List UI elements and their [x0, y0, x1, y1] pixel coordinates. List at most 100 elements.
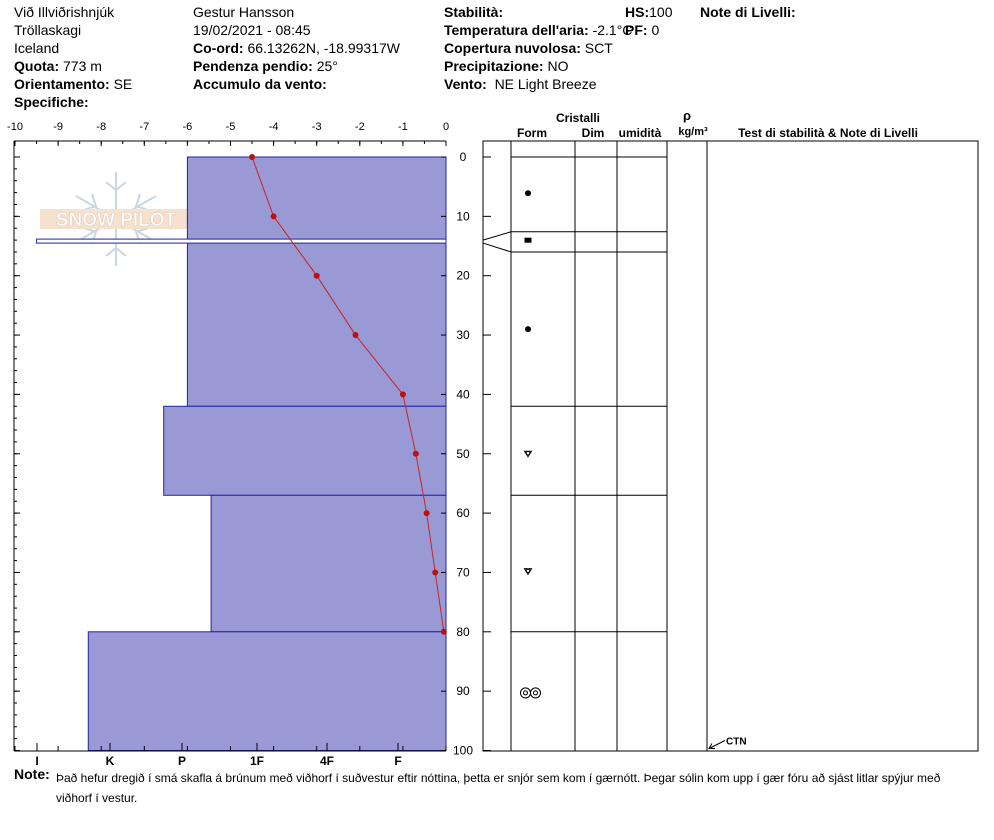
- layer-table-frame: [482, 140, 979, 752]
- grain-faceted-icon: [526, 451, 531, 456]
- specifics-label: Specifiche:: [14, 94, 89, 110]
- temperature-point: [270, 213, 277, 220]
- temp-tick-label: -5: [226, 121, 236, 133]
- thin-layer-bar: [36, 238, 447, 244]
- elevation-value: 773 m: [63, 58, 102, 74]
- air-temp-label: Temperatura dell'aria:: [444, 22, 589, 38]
- ctn-label: CTN: [726, 737, 747, 748]
- sky-value: SCT: [584, 40, 613, 56]
- wind-loading-row: Accumulo da vento:: [193, 75, 327, 93]
- coords-value: 66.13262N, -18.99317W: [247, 40, 400, 56]
- air-temp-row: Temperatura dell'aria: -2.1°C: [444, 21, 632, 39]
- location-name: Við Illviðrishnjúk: [14, 4, 115, 20]
- coords-label: Co-ord:: [193, 40, 244, 56]
- temperature-point: [352, 332, 359, 339]
- grain-double-ring-icon: [520, 687, 531, 699]
- depth-tick-label: 100: [453, 744, 473, 758]
- temp-tick-label: -7: [139, 121, 149, 133]
- slope-row: Pendenza pendio: 25°: [193, 57, 338, 75]
- header-size: Dim: [582, 126, 605, 140]
- hs-row: HS:100: [625, 3, 672, 21]
- layer-notes-heading: Note di Livelli:: [700, 3, 796, 21]
- wind-label: Vento:: [444, 76, 487, 92]
- temp-tick-label: -2: [355, 121, 365, 133]
- hardness-layer-bar: [87, 631, 447, 751]
- header-density-unit: kg/m³: [678, 126, 708, 138]
- observer-name: Gestur Hansson: [193, 4, 295, 20]
- country-name: Iceland: [14, 40, 60, 56]
- hardness-tick-label: P: [178, 754, 186, 768]
- temperature-point: [423, 510, 430, 517]
- depth-tick-label: 30: [456, 328, 470, 342]
- temp-tick-label: -9: [53, 121, 63, 133]
- temp-tick-label: -4: [269, 121, 279, 133]
- sky-row: Copertura nuvolosa: SCT: [444, 39, 613, 57]
- note-text: Það hefur dregið í smá skafla á brúnum m…: [56, 771, 941, 805]
- temp-tick-label: -3: [312, 121, 322, 133]
- depth-tick-label: 50: [456, 447, 470, 461]
- grain-double-ring-icon: [530, 687, 541, 699]
- temperature-point: [313, 272, 320, 279]
- temp-tick-label: -10: [7, 121, 23, 133]
- snowpilot-logo: SNOW PILOT: [40, 172, 192, 266]
- temperature-point: [399, 391, 406, 398]
- hardness-tick-label: I: [35, 754, 38, 768]
- thin-layer-connector: [482, 231, 512, 241]
- temp-tick-label: -1: [398, 121, 408, 133]
- layer-notes-label: Note di Livelli:: [700, 4, 796, 20]
- elevation-label: Quota:: [14, 58, 60, 74]
- hardness-layer-bar: [163, 405, 447, 496]
- hs-label: HS:: [625, 4, 650, 20]
- pf-label: PF:: [625, 22, 648, 38]
- temperature-point: [249, 154, 256, 160]
- observation-datetime: 19/02/2021 - 08:45: [193, 22, 311, 38]
- depth-tick-label: 20: [456, 269, 470, 283]
- stability-label: Stabilità:: [444, 4, 504, 20]
- wind-row: Vento: NE Light Breeze: [444, 75, 597, 93]
- hardness-tick-label: 4F: [320, 754, 334, 768]
- temp-tick-label: -6: [183, 121, 193, 133]
- elevation-row: Quota: 773 m: [14, 57, 102, 75]
- specifics-row: Specifiche:: [14, 93, 89, 111]
- precip-value: NO: [547, 58, 569, 74]
- depth-tick-label: 60: [456, 506, 470, 520]
- ctn-arrow: [708, 740, 726, 749]
- aspect-row: Orientamento: SE: [14, 75, 132, 93]
- region-name: Tröllaskagi: [14, 22, 82, 38]
- precip-row: Precipitazione: NO: [444, 57, 568, 75]
- header-moisture: umidità: [619, 126, 662, 140]
- pf-value: 0: [651, 22, 660, 38]
- note-label: Note:: [14, 766, 50, 782]
- temperature-point: [412, 450, 419, 457]
- grain-dot-icon: [525, 326, 531, 333]
- grain-double-ring-icon: [523, 690, 528, 696]
- header-crystals: Cristalli: [556, 111, 600, 125]
- grain-faceted-icon: [526, 568, 531, 573]
- depth-tick-label: 80: [456, 625, 470, 639]
- ctn-arrow-head: [708, 743, 715, 749]
- slope-label: Pendenza pendio:: [193, 58, 313, 74]
- grain-double-ring-icon: [533, 690, 538, 696]
- hardness-layer-bar: [186, 156, 447, 407]
- aspect-label: Orientamento:: [14, 76, 110, 92]
- depth-tick-label: 10: [456, 209, 470, 223]
- slope-value: 25°: [316, 58, 338, 74]
- header-tests: Test di stabilità & Note di Livelli: [738, 126, 918, 140]
- aspect-value: SE: [113, 76, 133, 92]
- air-temp-value: -2.1°C: [592, 22, 633, 38]
- grain-dot-icon: [525, 190, 531, 197]
- grain-faceted-icon: [523, 450, 533, 458]
- temp-tick-label: -8: [96, 121, 106, 133]
- header-form: Form: [517, 126, 547, 140]
- thin-layer-connector: [482, 242, 512, 253]
- grain-square-icon: [524, 237, 532, 243]
- hardness-tick-label: 1F: [250, 754, 264, 768]
- header-rho: ρ: [683, 108, 691, 123]
- depth-tick-label: 90: [456, 684, 470, 698]
- hardness-tick-label: K: [106, 754, 115, 768]
- precip-label: Precipitazione:: [444, 58, 544, 74]
- sky-label: Copertura nuvolosa:: [444, 40, 581, 56]
- temp-tick-label: 0: [443, 121, 449, 133]
- temperature-point: [440, 628, 447, 635]
